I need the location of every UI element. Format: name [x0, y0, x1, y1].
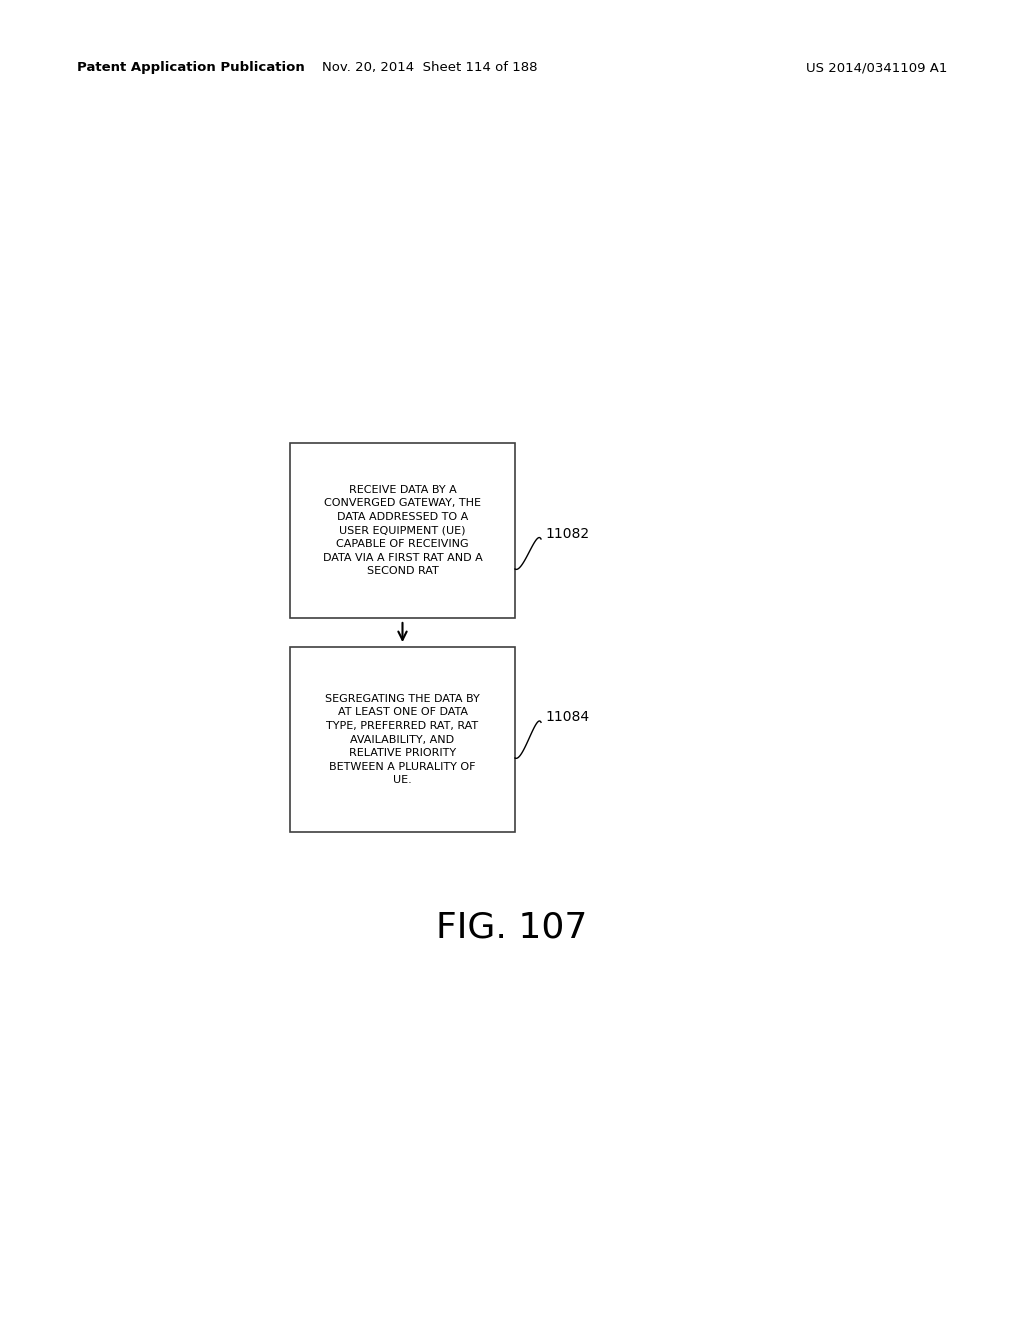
Text: Nov. 20, 2014  Sheet 114 of 188: Nov. 20, 2014 Sheet 114 of 188: [323, 62, 538, 74]
Text: FIG. 107: FIG. 107: [436, 909, 588, 944]
Text: Patent Application Publication: Patent Application Publication: [77, 62, 304, 74]
Text: RECEIVE DATA BY A
CONVERGED GATEWAY, THE
DATA ADDRESSED TO A
USER EQUIPMENT (UE): RECEIVE DATA BY A CONVERGED GATEWAY, THE…: [323, 484, 482, 577]
Text: 11084: 11084: [545, 710, 589, 725]
Bar: [290, 647, 515, 832]
Text: SEGREGATING THE DATA BY
AT LEAST ONE OF DATA
TYPE, PREFERRED RAT, RAT
AVAILABILI: SEGREGATING THE DATA BY AT LEAST ONE OF …: [326, 694, 480, 785]
Text: 11082: 11082: [545, 527, 589, 541]
Bar: [290, 444, 515, 618]
Text: US 2014/0341109 A1: US 2014/0341109 A1: [806, 62, 947, 74]
